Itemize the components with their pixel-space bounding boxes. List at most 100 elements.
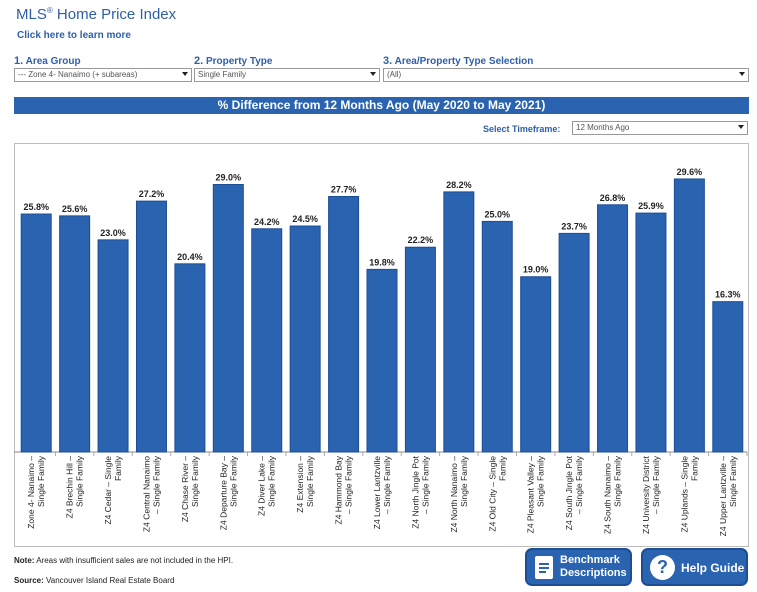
bar (174, 263, 206, 453)
bar (97, 239, 129, 453)
category-label: Z4 North Jingle Pot – Single Family (410, 455, 430, 529)
property-type-select[interactable]: Single Family (194, 68, 380, 82)
bar-value-label: 29.0% (216, 173, 242, 183)
footnote: Note: Areas with insufficient sales are … (14, 556, 233, 565)
bar-value-label: 27.2% (139, 189, 165, 199)
category-label-line: Single Family (267, 455, 277, 507)
bar (597, 204, 629, 453)
page-title: MLS® Home Price Index (16, 6, 176, 23)
category-label-line: Z4 Old City – Single (487, 456, 497, 532)
selection-value: (All) (387, 70, 402, 79)
bar (558, 232, 590, 453)
category-label-line: Single Family (728, 455, 738, 507)
category-label-line: Z4 Uplands – Single (679, 456, 689, 533)
bar-value-label: 22.2% (408, 235, 434, 245)
category-label: Z4 South Nanaimo – Single Family (603, 455, 623, 534)
category-label: Z4 Pleasant Valley – Single Family (526, 455, 546, 533)
timeframe-value: 12 Months Ago (576, 123, 630, 132)
bar (673, 178, 705, 453)
category-label-line: Z4 South Nanaimo – (603, 456, 613, 534)
category-label: Z4 Upper Lantzville – Single Family (718, 455, 738, 536)
category-label-line: Z4 Cedar – Single (103, 456, 113, 525)
benchmark-line-1: Benchmark (560, 554, 620, 566)
bar-value-label: 25.0% (484, 209, 510, 219)
chevron-down-icon (738, 125, 744, 129)
category-label-line: Z4 Hammond Bay (334, 455, 344, 524)
benchmark-label: Benchmark Descriptions (560, 554, 627, 580)
category-label: Z4 Chase River – Single Family (180, 455, 200, 522)
source-line: Source: Vancouver Island Real Estate Boa… (14, 576, 174, 585)
category-label: Z4 Hammond Bay – Single Family (334, 455, 354, 524)
selection-select[interactable]: (All) (383, 68, 749, 82)
category-label: Zone 4- Nanaimo – Single Family (26, 455, 46, 529)
category-label-line: Family (113, 455, 123, 481)
category-label-line: Single Family (305, 455, 315, 507)
category-label-line: – Single Family (574, 455, 584, 514)
category-label-line: – Single Family (151, 455, 161, 514)
help-guide-label: Help Guide (681, 561, 745, 575)
category-label-line: Z4 Lower Lantzville (372, 456, 382, 530)
area-group-text: Area Group (25, 56, 81, 67)
category-label-line: Z4 Pleasant Valley – (526, 456, 536, 534)
property-type-number: 2. (194, 55, 204, 67)
category-label-line: Z4 Diver Lake – (257, 456, 267, 516)
chevron-down-icon (182, 72, 188, 76)
bar-value-label: 23.0% (100, 228, 126, 238)
category-label: Z4 Extension – Single Family (295, 455, 315, 512)
source-label: Source: (14, 576, 44, 585)
bar (328, 195, 360, 453)
bar (712, 301, 744, 453)
category-label-line: Z4 Extension – (295, 456, 305, 513)
category-label-line: – Single Family (382, 455, 392, 514)
bar-value-label: 16.3% (715, 290, 741, 300)
category-label-line: – Single Family (651, 455, 661, 514)
category-label-line: Family (689, 455, 699, 481)
category-label-line: Single Family (459, 455, 469, 507)
bar (135, 200, 167, 453)
bar-value-label: 25.6% (62, 204, 88, 214)
question-mark-icon: ? (650, 555, 675, 580)
bar-value-label: 28.2% (446, 180, 472, 190)
category-label: Z4 Brechin Hill – Single Family (65, 455, 85, 518)
property-type-value: Single Family (198, 70, 247, 79)
category-label: Z4 Diver Lake – Single Family (257, 455, 277, 516)
area-group-select[interactable]: --- Zone 4- Nanaimo (+ subareas) (14, 68, 192, 82)
bar-value-label: 25.9% (638, 201, 664, 211)
title-rest: Home Price Index (52, 6, 177, 23)
bar (635, 212, 667, 453)
category-label: Z4 Old City – Single Family (487, 455, 507, 531)
area-group-label: 1. Area Group (14, 55, 81, 67)
bar (443, 191, 475, 453)
bar-value-label: 25.8% (23, 202, 49, 212)
property-type-text: Property Type (205, 56, 273, 67)
selection-text: Area/Property Type Selection (394, 56, 534, 67)
bar-value-label: 24.5% (292, 214, 318, 224)
source-text: Vancouver Island Real Estate Board (43, 576, 175, 585)
category-label-line: Zone 4- Nanaimo – (26, 456, 36, 529)
help-guide-button[interactable]: ? Help Guide (641, 548, 748, 586)
category-label-line: Single Family (190, 455, 200, 507)
category-label: Z4 Lower Lantzville – Single Family (372, 455, 392, 529)
learn-more-link[interactable]: Click here to learn more (17, 30, 131, 41)
category-label-line: Single Family (613, 455, 623, 507)
category-label-line: Z4 North Nanaimo – (449, 456, 459, 533)
category-label-line: Z4 Departure Bay – (218, 456, 228, 530)
bar (212, 184, 244, 453)
category-label: Z4 Departure Bay – Single Family (218, 455, 238, 530)
note-label: Note: (14, 556, 35, 565)
bar-value-label: 23.7% (561, 221, 587, 231)
chart-banner: % Difference from 12 Months Ago (May 202… (14, 97, 749, 114)
category-label-line: – Single Family (420, 455, 430, 514)
bar-value-label: 19.8% (369, 257, 395, 267)
bar (520, 276, 552, 453)
category-label-line: Single Family (75, 455, 85, 507)
category-label-line: Z4 South Jingle Pot (564, 455, 574, 530)
registered-mark: ® (46, 6, 53, 15)
benchmark-descriptions-button[interactable]: Benchmark Descriptions (525, 548, 632, 586)
timeframe-select[interactable]: 12 Months Ago (572, 121, 748, 135)
category-label-line: Single Family (36, 455, 46, 507)
bar-value-label: 27.7% (331, 184, 357, 194)
bar (59, 215, 91, 453)
bar (251, 228, 283, 453)
category-label: Z4 University District – Single Family (641, 455, 661, 534)
